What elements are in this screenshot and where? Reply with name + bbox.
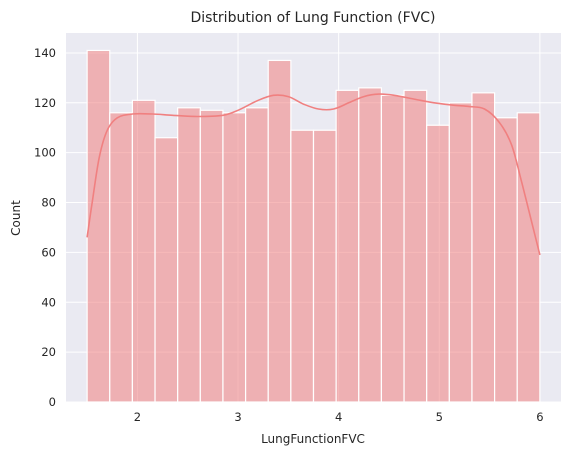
histogram-bar <box>358 87 383 403</box>
y-tick-label: 100 <box>34 146 56 160</box>
histogram-bar <box>177 107 201 403</box>
histogram-bar <box>267 59 292 403</box>
histogram-bar <box>380 94 405 403</box>
histogram-bar <box>516 112 541 403</box>
histogram-bar <box>493 117 518 403</box>
y-tick-labels: 0 20 40 60 80 100 120 140 <box>34 46 56 409</box>
kde-curve <box>86 93 541 256</box>
x-tick-label: 2 <box>134 410 141 424</box>
histogram-bar <box>448 102 473 403</box>
histogram-bar <box>222 112 247 403</box>
y-tick-label: 140 <box>34 46 56 60</box>
histogram-bar <box>109 112 134 403</box>
histogram-bar <box>426 124 450 403</box>
chart-title: Distribution of Lung Function (FVC) <box>190 10 435 26</box>
histogram-bars <box>86 49 541 403</box>
histogram-bar <box>86 49 111 403</box>
histogram-bar <box>199 109 224 403</box>
x-tick-label: 4 <box>335 410 342 424</box>
histogram-bar <box>335 89 360 403</box>
y-axis-label: Count <box>9 200 23 236</box>
histogram-bar <box>403 89 428 403</box>
y-tick-label: 0 <box>49 395 56 409</box>
histogram-bar <box>154 137 179 403</box>
histogram-bar <box>290 129 315 403</box>
y-tick-label: 20 <box>41 345 56 359</box>
x-tick-label: 5 <box>436 410 443 424</box>
histogram-bar <box>131 99 156 403</box>
x-tick-labels: 2 3 4 5 6 <box>134 410 544 424</box>
y-tick-label: 60 <box>41 245 56 259</box>
x-tick-label: 6 <box>536 410 543 424</box>
histogram-bar <box>244 107 269 403</box>
x-tick-label: 3 <box>234 410 241 424</box>
histogram-bar <box>471 92 496 403</box>
y-tick-label: 120 <box>34 96 56 110</box>
x-axis-label: LungFunctionFVC <box>261 432 365 446</box>
histogram-bar <box>312 129 337 403</box>
y-tick-label: 40 <box>41 295 56 309</box>
y-tick-label: 80 <box>41 196 56 210</box>
